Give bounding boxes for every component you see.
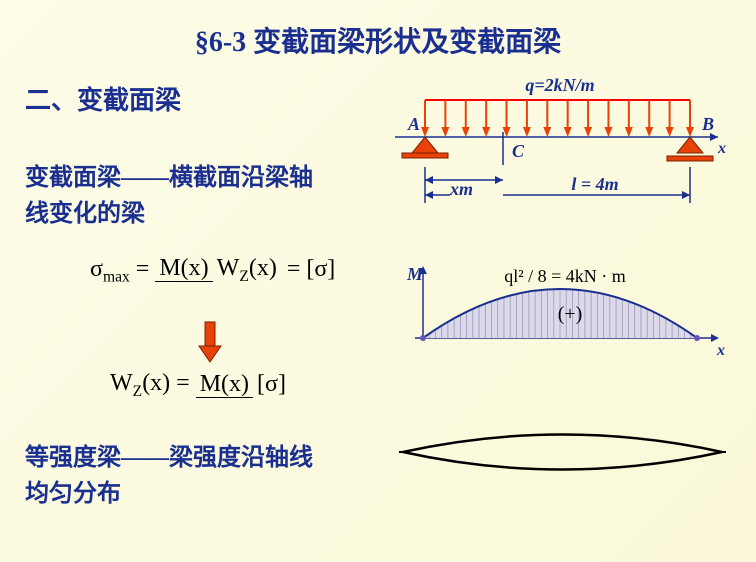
den-z: Z — [239, 268, 249, 285]
axis-arrowhead — [710, 133, 718, 141]
beam-load-diagram: q=2kN/m A B x C xm l = 4m — [390, 75, 730, 215]
def2-line1: 等强度梁——梁强度沿轴线 — [25, 445, 313, 471]
lens-outline — [403, 435, 722, 470]
support-left-base — [402, 153, 448, 158]
wz-x: (x) = — [142, 370, 196, 396]
moment-plus: (+) — [558, 303, 583, 325]
sigma: σ — [90, 256, 103, 282]
num-mx2: M(x) — [196, 371, 253, 398]
slide-title: §6-3 变截面梁形状及变截面梁 — [0, 0, 756, 60]
moment-pt-right — [694, 335, 700, 341]
formula-wz: WZ(x) = M(x)[σ] — [110, 370, 290, 401]
equal-strength-shape — [395, 415, 730, 490]
label-B: B — [701, 114, 714, 134]
moment-pt-left — [420, 335, 426, 341]
result: = [σ] — [281, 256, 335, 282]
support-left — [412, 137, 438, 153]
num-mx: M(x) — [155, 255, 212, 282]
den-x: (x) — [249, 255, 277, 281]
sub-max: max — [103, 269, 130, 286]
label-xm: xm — [449, 179, 473, 199]
label-x: x — [717, 140, 726, 157]
definition-1: 变截面梁——横截面沿梁轴 线变化的梁 — [25, 160, 313, 232]
def2-line2: 均匀分布 — [25, 481, 121, 507]
wz: W — [110, 370, 133, 396]
label-span: l = 4m — [571, 174, 618, 194]
eq1: = — [130, 256, 156, 282]
den-sigma: [σ] — [253, 371, 290, 397]
load-arrows — [421, 100, 694, 137]
section-subtitle: 二、变截面梁 — [25, 80, 181, 117]
label-C: C — [512, 141, 525, 161]
def1-line1: 变截面梁——横截面沿梁轴 — [25, 165, 313, 191]
def1-line2: 线变化的梁 — [25, 201, 145, 227]
support-right — [677, 137, 703, 153]
arrow-down-icon — [195, 320, 225, 369]
moment-label: ql² / 8 = 4kN · m — [504, 266, 626, 286]
den-w: W — [217, 255, 240, 281]
label-mx: x — [716, 342, 725, 359]
load-label: q=2kN/m — [525, 75, 594, 95]
wz-z: Z — [133, 383, 143, 400]
definition-2: 等强度梁——梁强度沿轴线 均匀分布 — [25, 440, 313, 512]
moment-diagram: M x ql² / 8 = 4kN · m (+) — [395, 260, 730, 370]
label-A: A — [407, 114, 420, 134]
formula-sigma-max: σmax = M(x)WZ(x) = [σ] — [90, 255, 335, 287]
support-right-base — [667, 156, 713, 161]
